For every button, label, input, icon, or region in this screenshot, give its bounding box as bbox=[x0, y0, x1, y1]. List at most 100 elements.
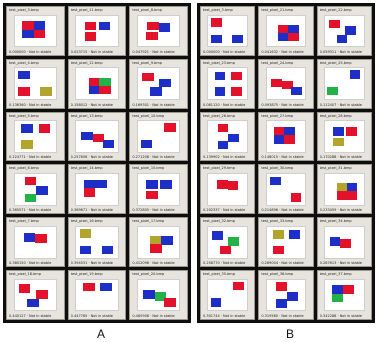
result-thumbnail[interactable]: test_pixel_14.bmp 0.369671 · Not in stabl… bbox=[67, 164, 127, 215]
result-thumbnail[interactable]: test_pixel_18.bmp 0.440127 · Not in stabl… bbox=[6, 270, 65, 320]
blue-square bbox=[22, 29, 34, 39]
result-thumbnail[interactable]: test_pixel_31.bmp 0.233459 · Not in stabl… bbox=[316, 164, 372, 215]
result-thumbnail[interactable]: test_pixel_26.bmp 0.139902 · Not in stabl… bbox=[200, 111, 256, 162]
thumbnail-score: 0.158012 · Not in stable bbox=[70, 102, 113, 107]
result-thumbnail[interactable]: test_pixel_16.bmp 0.394531 · Not in stabl… bbox=[67, 217, 127, 268]
result-thumbnail[interactable]: test_pixel_37.bmp 0.342288 · Not in stabl… bbox=[316, 270, 372, 320]
result-thumbnail[interactable]: test_pixel_3.bmp 0.000000 · Not in stable bbox=[200, 6, 256, 56]
thumbnail-filename: test_pixel_11.bmp bbox=[70, 8, 103, 12]
blue-square bbox=[27, 298, 39, 308]
result-thumbnail[interactable]: test_pixel_22.bmp 0.059311 · Not in stabl… bbox=[316, 6, 372, 56]
thumbnail-filename: test_pixel_36.bmp bbox=[261, 272, 294, 277]
thumbnail-score: 0.139902 · Not in stable bbox=[203, 155, 246, 160]
olive-square bbox=[336, 183, 348, 192]
result-thumbnail[interactable]: test_pixel_8.bmp 0.047921 · Not in stable bbox=[129, 6, 188, 56]
thumbnail-score: 0.041632 · Not in stable bbox=[261, 49, 304, 54]
result-thumbnail[interactable]: test_pixel_11.bmp 0.023715 · Not in stabl… bbox=[67, 6, 127, 56]
result-thumbnail[interactable]: test_pixel_36.bmp 0.319560 · Not in stabl… bbox=[258, 270, 314, 320]
result-thumbnail[interactable]: test_pixel_15.bmp 0.372805 · Not in stabl… bbox=[129, 164, 188, 215]
result-thumbnail[interactable]: test_pixel_32.bmp 0.258770 · Not in stabl… bbox=[200, 217, 256, 268]
result-thumbnail[interactable]: test_pixel_19.bmp 0.447765 · Not in stabl… bbox=[67, 270, 127, 320]
blue-square bbox=[100, 282, 112, 292]
result-thumbnail[interactable]: test_pixel_29.bmp 0.202337 · Not in stabl… bbox=[200, 164, 256, 215]
blue-square bbox=[228, 133, 240, 143]
thumbnail-score: 0.258770 · Not in stable bbox=[203, 261, 246, 266]
thumbnail-score: 0.093875 · Not in stable bbox=[261, 102, 304, 107]
thumbnail-image bbox=[324, 173, 365, 206]
result-thumbnail[interactable]: test_pixel_20.bmp 0.465908 · Not in stabl… bbox=[129, 270, 188, 320]
result-thumbnail[interactable]: test_pixel_21.bmp 0.041632 · Not in stabl… bbox=[258, 6, 314, 56]
red-square bbox=[147, 21, 159, 31]
thumbnail-filename: test_pixel_9.bmp bbox=[132, 60, 163, 65]
thumbnail-filename: test_pixel_12.bmp bbox=[70, 60, 103, 65]
thumbnail-image bbox=[324, 278, 365, 312]
result-thumbnail[interactable]: test_pixel_23.bmp 0.081120 · Not in stabl… bbox=[200, 58, 256, 109]
result-thumbnail[interactable]: test_pixel_24.bmp 0.093875 · Not in stabl… bbox=[258, 58, 314, 109]
olive-square bbox=[332, 137, 344, 147]
blue-square bbox=[143, 290, 155, 299]
result-thumbnail[interactable]: test_pixel_10.bmp 0.271208 · Not in stabl… bbox=[129, 111, 188, 162]
blue-square bbox=[284, 126, 296, 136]
result-thumbnail[interactable]: test_pixel_7.bmp 0.380150 · Not in stable bbox=[6, 217, 65, 268]
result-thumbnail[interactable]: test_pixel_25.bmp 0.112407 · Not in stabl… bbox=[316, 58, 372, 109]
blue-square bbox=[23, 233, 36, 242]
red-square bbox=[346, 191, 358, 200]
red-square bbox=[290, 193, 302, 202]
red-square bbox=[36, 290, 48, 299]
red-square bbox=[146, 31, 158, 41]
thumbnail-image bbox=[137, 278, 181, 312]
thumbnail-filename: test_pixel_14.bmp bbox=[70, 166, 103, 171]
thumbnail-filename: test_pixel_7.bmp bbox=[9, 219, 39, 224]
red-square bbox=[216, 180, 228, 189]
result-thumbnail[interactable]: test_pixel_33.bmp 0.269004 · Not in stabl… bbox=[258, 217, 314, 268]
green-square bbox=[331, 293, 343, 303]
thumbnail-filename: test_pixel_19.bmp bbox=[70, 272, 103, 277]
panel-label-b: B bbox=[286, 327, 295, 341]
red-square bbox=[230, 71, 242, 81]
thumbnail-score: 0.000000 · Not in stable bbox=[9, 49, 52, 54]
thumbnail-filename: test_pixel_5.bmp bbox=[9, 113, 39, 118]
green-square bbox=[154, 292, 167, 301]
red-square bbox=[18, 87, 30, 96]
red-square bbox=[142, 72, 154, 82]
thumbnail-filename: test_pixel_29.bmp bbox=[203, 166, 235, 171]
red-square bbox=[345, 127, 357, 136]
result-thumbnail[interactable]: test_pixel_30.bmp 0.214896 · Not in stabl… bbox=[258, 164, 314, 215]
result-thumbnail[interactable]: test_pixel_6.bmp 0.365571 · Not in stable bbox=[6, 164, 65, 215]
olive-square bbox=[21, 140, 33, 149]
thumbnail-score: 0.365571 · Not in stable bbox=[9, 208, 52, 213]
blue-square bbox=[159, 78, 171, 88]
thumbnail-score: 0.269004 · Not in stable bbox=[261, 261, 304, 266]
blue-square bbox=[346, 183, 358, 192]
result-thumbnail[interactable]: test_pixel_13.bmp 0.257656 · Not in stabl… bbox=[67, 111, 127, 162]
green-square bbox=[24, 193, 37, 203]
thumbnail-image bbox=[324, 67, 365, 101]
result-thumbnail[interactable]: test_pixel_27.bmp 0.148015 · Not in stabl… bbox=[258, 111, 314, 162]
red-square bbox=[146, 190, 158, 200]
result-thumbnail[interactable]: test_pixel_35.bmp 0.301744 · Not in stabl… bbox=[200, 270, 256, 320]
thumbnail-filename: test_pixel_33.bmp bbox=[261, 219, 294, 224]
result-thumbnail[interactable]: test_pixel_34.bmp 0.287613 · Not in stabl… bbox=[316, 217, 372, 268]
thumbnail-image bbox=[75, 225, 119, 259]
thumbnail-image bbox=[324, 14, 365, 48]
olive-square bbox=[150, 236, 162, 245]
result-thumbnail[interactable]: test_pixel_17.bmp 0.412096 · Not in stabl… bbox=[129, 217, 188, 268]
blue-square bbox=[212, 231, 224, 240]
result-thumbnail[interactable]: test_pixel_3.bmp 0.000000 · Not in stable bbox=[6, 6, 65, 56]
olive-square bbox=[79, 229, 92, 238]
blue-square bbox=[336, 34, 348, 44]
thumbnail-filename: test_pixel_28.bmp bbox=[319, 113, 352, 118]
blue-square bbox=[81, 131, 93, 141]
thumbnail-image bbox=[265, 67, 307, 101]
blue-square bbox=[349, 70, 361, 79]
thumbnail-image bbox=[137, 173, 181, 206]
result-thumbnail[interactable]: test_pixel_12.bmp 0.158012 · Not in stabl… bbox=[67, 58, 127, 109]
result-thumbnail[interactable]: test_pixel_4.bmp 0.136360 · Not in stable bbox=[6, 58, 65, 109]
result-thumbnail[interactable]: test_pixel_5.bmp 0.224771 · Not in stable bbox=[6, 111, 65, 162]
result-grid-a: test_pixel_3.bmp 0.000000 · Not in stable… bbox=[3, 3, 191, 323]
blue-square bbox=[158, 22, 171, 32]
result-thumbnail[interactable]: test_pixel_28.bmp 0.170288 · Not in stabl… bbox=[316, 111, 372, 162]
red-square bbox=[35, 234, 47, 243]
result-thumbnail[interactable]: test_pixel_9.bmp 0.169301 · Not in stable bbox=[129, 58, 188, 109]
thumbnail-score: 0.380150 · Not in stable bbox=[9, 261, 52, 266]
